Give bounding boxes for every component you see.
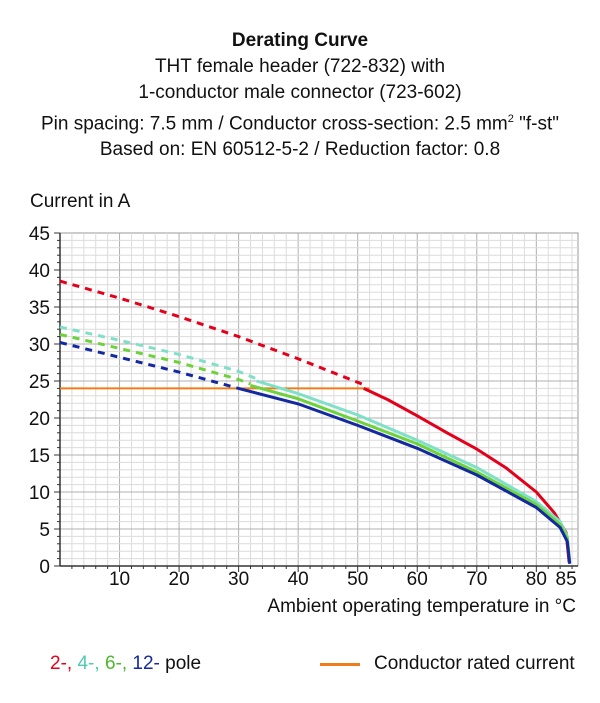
legend-pole-6: 6-, <box>104 653 128 674</box>
y-tick-label: 15 <box>29 446 50 467</box>
legend-pole-4: 4-, <box>77 653 100 674</box>
superscript-2: 2 <box>507 113 514 125</box>
y-tick-label: 40 <box>29 261 50 282</box>
y-tick-label: 25 <box>29 372 50 393</box>
x-tick-label: 20 <box>169 569 190 590</box>
pole-legend: 2-, 4-, 6-, 12- pole <box>50 653 201 675</box>
x-tick-label: 50 <box>347 569 368 590</box>
y-tick-label: 10 <box>29 483 50 504</box>
y-tick-label: 35 <box>29 298 50 319</box>
x-tick-label: 60 <box>407 569 428 590</box>
x-axis-label: Ambient operating temperature in °C <box>267 596 576 617</box>
x-tick-label: 30 <box>228 569 249 590</box>
x-tick-label: 85 <box>556 569 577 590</box>
y-tick-label: 5 <box>39 520 50 541</box>
x-tick-label: 10 <box>109 569 130 590</box>
pin-spacing-text: Pin spacing: 7.5 mm / Conductor cross-se… <box>40 113 508 135</box>
legend-pole-12: 12- <box>132 653 160 674</box>
y-tick-label: 0 <box>39 557 50 578</box>
rated-current-swatch <box>320 662 360 666</box>
y-axis-label: Current in A <box>30 191 131 212</box>
rated-current-label: Conductor rated current <box>374 653 575 674</box>
rated-current-legend: Conductor rated current <box>320 653 575 675</box>
chart-subtitle-1: THT female header (722-832) with <box>154 56 446 77</box>
x-tick-label: 70 <box>466 569 487 590</box>
series-12-pole-dashed-line <box>59 341 239 390</box>
legend-pole-suffix: pole <box>165 653 202 674</box>
series-6-pole-dashed-line <box>59 332 252 386</box>
chart-subtitle-4: Based on: EN 60512-5-2 / Reduction facto… <box>99 139 501 161</box>
chart-title: Derating Curve <box>231 30 369 51</box>
chart-subtitle-2: 1-conductor male connector (723-602) <box>138 82 462 103</box>
series-4-pole-dashed-line <box>59 325 258 381</box>
y-tick-label: 30 <box>29 335 50 356</box>
x-tick-label: 80 <box>526 569 547 590</box>
conductor-type-text: "f-st" <box>513 113 559 135</box>
y-tick-label: 20 <box>29 409 50 430</box>
chart-title-block: Derating Curve THT female header (722-83… <box>0 28 600 163</box>
series-4-pole-solid-line <box>256 379 572 563</box>
chart-subtitle-3: Pin spacing: 7.5 mm / Conductor cross-se… <box>0 106 600 137</box>
legend-pole-2: 2-, <box>50 653 73 674</box>
x-tick-label: 40 <box>288 569 309 590</box>
series-2-pole-dashed-line <box>59 279 365 387</box>
series-12-pole-solid-line <box>238 386 572 564</box>
y-tick-label: 45 <box>29 224 50 245</box>
